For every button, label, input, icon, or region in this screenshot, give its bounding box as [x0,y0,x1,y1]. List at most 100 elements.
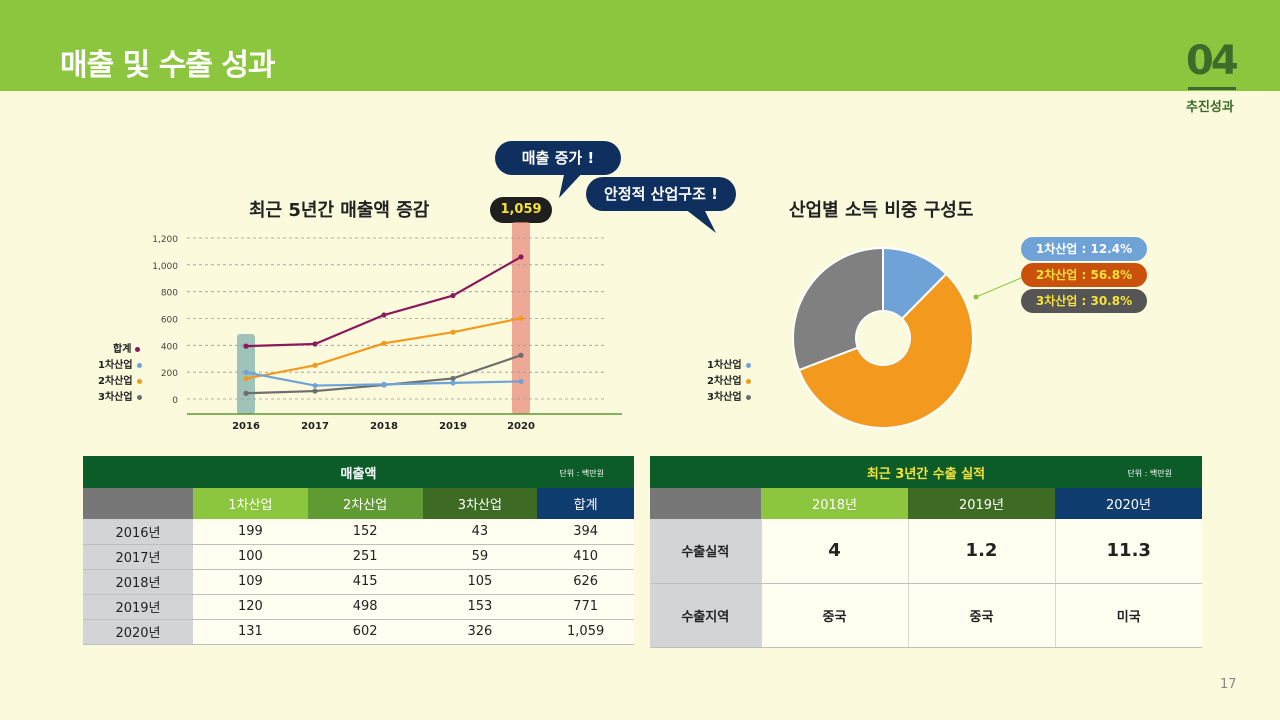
table-cell: 수출지역 [650,583,761,648]
x-tick-label: 2019 [439,421,467,432]
y-tick-label: 1,000 [152,262,178,272]
table-cell: 109 [193,569,308,595]
table-row: 2019년 120 498 153 771 [83,594,634,620]
leader-dot [973,294,979,300]
table-cell: 626 [537,569,634,595]
page-number: 17 [1220,677,1237,692]
bubble-tail-1 [559,170,585,198]
sales-table: 매출액 단위 : 백만원 1차산업 2차산업 3차산업 합계 2016년 199… [83,456,634,645]
data-point [450,329,456,335]
data-point [243,369,249,375]
pie-slice [792,246,884,372]
data-point [381,381,387,387]
x-tick-label: 2018 [370,421,398,432]
header-cell [650,488,761,519]
section-number: 04 [1186,38,1239,84]
table-cell: 105 [422,569,538,595]
table-cell: 153 [422,594,538,620]
table-cell: 미국 [1054,583,1202,648]
pie-chart-title: 산업별 소득 비중 구성도 [789,200,974,221]
header-bar [0,0,1280,91]
section-label: 추진성과 [1186,100,1234,115]
sales-table-title: 매출액 [340,466,377,482]
table-cell: 326 [422,619,538,645]
header-cell: 2020년 [1055,488,1202,519]
table-row: 2018년 109 415 105 626 [83,569,634,595]
table-cell: 4 [760,519,908,584]
data-point [450,292,456,299]
table-cell: 100 [193,544,308,570]
pie-legend-tertiary: 3차산업 [707,388,751,403]
bubble-sales-increase: 매출 증가 ! [495,141,621,175]
export-table-title: 최근 3년간 수출 실적 [866,466,986,482]
table-cell: 771 [537,594,634,620]
data-point [518,315,524,321]
table-cell: 415 [307,569,423,595]
export-table-unit: 단위 : 백만원 [1127,469,1172,478]
table-cell: 중국 [907,583,1055,648]
table-row: 2017년 100 251 59 410 [83,544,634,570]
table-cell: 410 [537,544,634,570]
data-point [312,382,318,389]
table-cell: 2018년 [83,569,193,595]
table-row: 수출지역 중국 중국 미국 [650,583,1202,648]
y-tick-label: 0 [172,396,178,406]
data-point [243,343,249,349]
table-cell: 251 [307,544,423,570]
table-cell: 602 [307,619,423,645]
legend-secondary: 2차산업 [98,372,142,387]
table-row: 2016년 199 152 43 394 [83,519,634,545]
table-cell: 11.3 [1054,519,1202,584]
table-cell: 2019년 [83,594,193,620]
leader-line [975,277,1022,298]
table-cell: 120 [193,594,308,620]
data-point [518,352,524,358]
data-point [450,375,456,382]
export-table: 최근 3년간 수출 실적 단위 : 백만원 2018년 2019년 2020년 … [650,456,1202,648]
data-point [518,378,524,385]
table-cell: 43 [422,519,538,545]
bubble-tail-2 [680,205,716,233]
table-cell: 2017년 [83,544,193,570]
table-cell: 199 [193,519,308,545]
table-cell: 1,059 [537,619,634,645]
header-cell: 2018년 [761,488,908,519]
export-table-caption: 최근 3년간 수출 실적 단위 : 백만원 [650,456,1202,488]
pie-label-primary: 1차산업 : 12.4% [1021,237,1147,261]
x-tick-label: 2016 [232,421,260,432]
data-point [312,388,318,394]
table-cell: 394 [537,519,634,545]
y-tick-label: 800 [161,289,178,299]
data-point [243,376,249,382]
table-cell: 1.2 [907,519,1055,584]
section-divider [1188,87,1236,90]
line-chart-title: 최근 5년간 매출액 증감 [249,200,430,221]
x-tick-label: 2020 [507,421,535,432]
data-point [312,362,318,368]
pie-label-tertiary: 3차산업 : 30.8% [1021,289,1147,313]
header-cell: 합계 [537,488,634,519]
export-table-header: 2018년 2019년 2020년 [650,488,1202,519]
header-cell: 2019년 [908,488,1055,519]
table-cell: 59 [422,544,538,570]
header-cell: 2차산업 [307,488,423,519]
table-row: 2020년 131 602 326 1,059 [83,619,634,645]
table-row: 수출실적 4 1.2 11.3 [650,519,1202,584]
y-tick-label: 1,200 [152,235,178,245]
data-point [381,312,387,318]
data-point [381,340,387,346]
pie-slice [797,272,974,429]
data-point [312,341,318,347]
header-cell: 3차산업 [422,488,538,519]
x-tick-label: 2017 [301,421,329,432]
table-cell: 중국 [760,583,908,648]
table-cell: 수출실적 [650,519,761,584]
sales-table-unit: 단위 : 백만원 [559,469,604,478]
value-callout: 1,059 [490,197,552,223]
pie-legend-secondary: 2차산업 [707,372,751,387]
legend-tertiary: 3차산업 [98,388,142,403]
table-cell: 2016년 [83,519,193,545]
table-cell: 498 [307,594,423,620]
sales-table-header: 1차산업 2차산업 3차산업 합계 [83,488,634,519]
